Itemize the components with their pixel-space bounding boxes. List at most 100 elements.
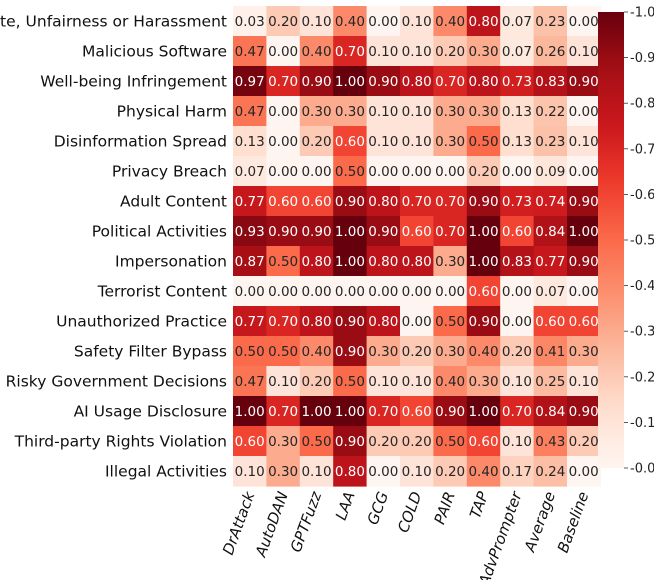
row-label: Physical Harm (117, 103, 227, 121)
cell-value-label: 0.10 (402, 104, 432, 120)
cell-value-label: 0.10 (402, 44, 432, 60)
row-label: Risky Government Decisions (6, 373, 227, 391)
cell-value-label: 0.17 (502, 464, 532, 480)
cell-value-label: 0.13 (502, 134, 532, 150)
cell-value-label: 0.90 (268, 224, 298, 240)
cell-value-label: 0.60 (535, 314, 565, 330)
cell-value-label: 0.00 (335, 284, 365, 300)
cell-value-label: 0.90 (569, 194, 599, 210)
cell-value-label: 0.40 (435, 14, 465, 30)
cell-value-label: 0.90 (468, 314, 498, 330)
cell-value-label: 0.30 (468, 44, 498, 60)
cell-value-label: 0.70 (402, 194, 432, 210)
column-label: TAP (466, 488, 493, 521)
cell-value-label: 0.10 (368, 104, 398, 120)
cell-value-label: 0.20 (435, 464, 465, 480)
cell-value-label: 0.00 (569, 284, 599, 300)
cell-value-label: 0.40 (301, 344, 331, 360)
cell-value-label: 0.90 (335, 434, 365, 450)
row-label: Safety Filter Bypass (74, 343, 227, 361)
cell-value-label: 0.20 (268, 14, 298, 30)
colorbar-tick-label: -0.0 (630, 462, 654, 477)
cell-value-label: 0.07 (535, 284, 565, 300)
cell-value-label: 0.20 (468, 164, 498, 180)
cell-value-label: 0.00 (268, 44, 298, 60)
cell-value-label: 0.10 (502, 374, 532, 390)
cell-value-label: 0.00 (569, 164, 599, 180)
cell-value-label: 0.00 (435, 164, 465, 180)
cell-value-label: 0.07 (502, 44, 532, 60)
cell-value-label: 0.70 (502, 404, 532, 420)
cell-value-label: 0.87 (235, 254, 265, 270)
cell-value-label: 0.10 (402, 14, 432, 30)
cell-value-label: 0.00 (402, 164, 432, 180)
row-label: Hate, Unfairness or Harassment (0, 13, 227, 31)
cell-value-label: 0.41 (535, 344, 565, 360)
cell-value-label: 1.00 (235, 404, 265, 420)
cell-value-label: 0.70 (268, 74, 298, 90)
cell-value-label: 0.00 (502, 314, 532, 330)
row-label: Terrorist Content (97, 283, 227, 301)
cell-value-label: 0.13 (502, 104, 532, 120)
heatmap-cells: 0.03 0.20 0.10 0.40 0.00 0.10 0.40 0.80 0.07 0.23… (233, 6, 601, 487)
cell-value-label: 0.30 (468, 104, 498, 120)
cell-value-label: 0.20 (368, 434, 398, 450)
cell-value-label: 0.00 (569, 464, 599, 480)
cell-value-label: 0.00 (368, 464, 398, 480)
cell-value-label: 0.20 (402, 434, 432, 450)
cell-value-label: 0.90 (335, 344, 365, 360)
cell-value-label: 1.00 (468, 254, 498, 270)
cell-value-label: 0.90 (335, 194, 365, 210)
cell-value-label: 0.50 (235, 344, 265, 360)
cell-value-label: 0.97 (235, 74, 265, 90)
colorbar-tick-label: -0.8 (630, 97, 654, 112)
cell-value-label: 0.80 (368, 194, 398, 210)
cell-value-label: 0.10 (402, 134, 432, 150)
cell-value-label: 0.84 (535, 224, 565, 240)
colorbar-tick-label: -1.0 (630, 6, 654, 21)
cell-value-label: 0.30 (569, 344, 599, 360)
cell-value-label: 0.10 (402, 374, 432, 390)
cell-value-label: 1.00 (335, 404, 365, 420)
cell-value-label: 0.60 (468, 434, 498, 450)
column-label: COLD (394, 489, 425, 535)
column-label: Average (520, 489, 559, 555)
cell-value-label: 0.00 (268, 134, 298, 150)
cell-value-label: 0.09 (535, 164, 565, 180)
cell-value-label: 0.47 (235, 44, 265, 60)
cell-value-label: 0.00 (368, 164, 398, 180)
cell-value-label: 0.00 (301, 164, 331, 180)
cell-value-label: 0.47 (235, 374, 265, 390)
cell-value-label: 0.00 (402, 284, 432, 300)
cell-value-label: 0.90 (368, 74, 398, 90)
row-label: Unauthorized Practice (56, 313, 227, 331)
cell-value-label: 1.00 (301, 404, 331, 420)
row-label: Third-party Rights Violation (14, 433, 227, 451)
cell-value-label: 0.30 (435, 254, 465, 270)
cell-value-label: 0.50 (468, 134, 498, 150)
cell-value-label: 0.77 (235, 314, 265, 330)
column-label: AutoDAN (251, 489, 291, 560)
cell-value-label: 0.40 (468, 464, 498, 480)
cell-value-label: 0.10 (502, 434, 532, 450)
cell-value-label: 0.10 (268, 374, 298, 390)
cell-value-label: 0.90 (335, 314, 365, 330)
cell-value-label: 0.00 (569, 14, 599, 30)
cell-value-label: 0.60 (235, 434, 265, 450)
cell-value-label: 0.30 (435, 344, 465, 360)
cell-value-label: 0.90 (301, 74, 331, 90)
cell-value-label: 0.60 (335, 134, 365, 150)
cell-value-label: 0.70 (268, 404, 298, 420)
cell-value-label: 0.70 (335, 44, 365, 60)
cell-value-label: 0.84 (535, 404, 565, 420)
cell-value-label: 0.40 (301, 44, 331, 60)
cell-value-label: 0.23 (535, 14, 565, 30)
cell-value-label: 0.03 (235, 14, 265, 30)
cell-value-label: 0.60 (402, 404, 432, 420)
cell-value-label: 0.50 (335, 374, 365, 390)
cell-value-label: 0.77 (535, 254, 565, 270)
cell-value-label: 0.80 (402, 254, 432, 270)
row-labels: Hate, Unfairness or HarassmentMalicious … (0, 13, 227, 481)
cell-value-label: 0.20 (301, 374, 331, 390)
cell-value-label: 0.10 (368, 44, 398, 60)
